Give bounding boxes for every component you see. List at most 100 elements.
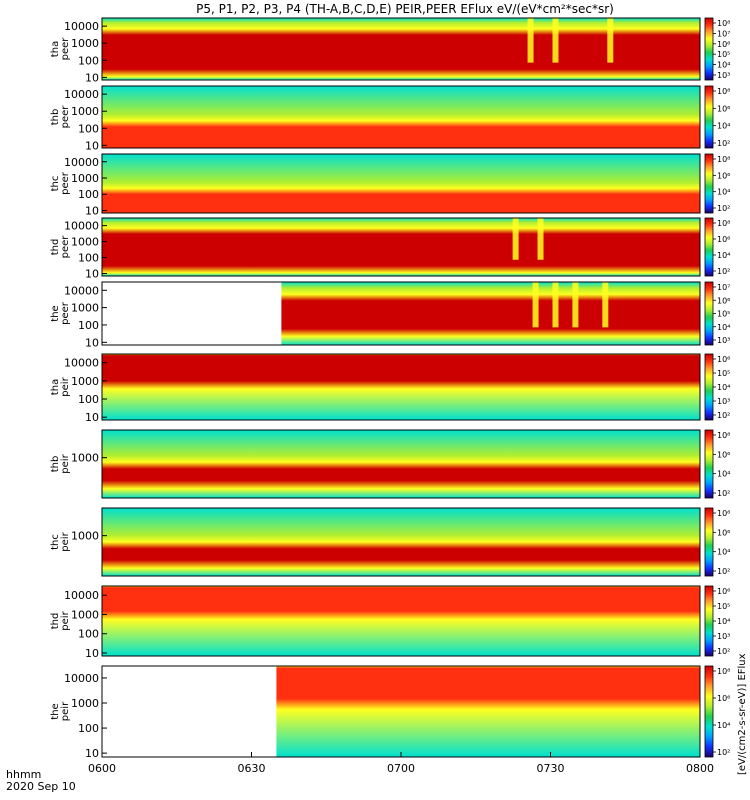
- y-tick-label: 1000: [71, 302, 99, 315]
- y-tick-label: 100: [78, 252, 99, 265]
- panel-ylabel: the: [50, 305, 61, 321]
- colorbar: [704, 585, 714, 657]
- colorbar-tick-label: 10⁶: [717, 235, 730, 244]
- x-unit-label: hhmm: [6, 768, 41, 781]
- panel-tha-peir: 10000 1000 100 10 tha peir 10⁶ 10⁵ 10⁴ 10³ 10²: [50, 353, 730, 424]
- panel-frame: [101, 429, 701, 499]
- colorbar-tick-label: 10²: [717, 267, 730, 276]
- y-tick-label: 100: [78, 188, 99, 201]
- y-tick-label: 10000: [64, 220, 99, 233]
- spectrogram: [102, 586, 700, 656]
- y-tick-label: 1000: [71, 105, 99, 118]
- colorbar-tick-label: 10⁸: [717, 19, 730, 28]
- colorbar-tick-label: 10⁴: [717, 188, 730, 197]
- panel-thd-peir: 10000 1000 100 10 thd peir 10⁶ 10⁵ 10⁴ 10³ 10²: [50, 585, 730, 660]
- colorbar-tick-label: 10³: [717, 397, 730, 406]
- y-tick-label: 10000: [64, 284, 99, 297]
- colorbar-tick-label: 10⁶: [717, 587, 730, 596]
- panel-frame: [101, 281, 701, 346]
- x-tick-label: 0800: [686, 762, 714, 775]
- panel-thb-peir: 1000 thb peir 10⁸ 10⁶ 10⁴ 10²: [50, 429, 730, 499]
- colorbar-tick-label: 10²: [717, 411, 730, 420]
- y-tick-label: 10: [85, 747, 99, 760]
- colorbar-tick-label: 10⁴: [717, 548, 730, 557]
- colorbar-tick-label: 10²: [717, 647, 730, 656]
- panel-ylabel: thb: [50, 109, 61, 126]
- y-tick-label: 10000: [64, 20, 99, 33]
- spectrogram: [102, 354, 700, 420]
- y-tick-label: 1000: [71, 37, 99, 50]
- y-tick-label: 1000: [71, 697, 99, 710]
- y-tick-label: 1000: [71, 236, 99, 249]
- colorbar-tick-label: 10⁴: [717, 61, 730, 70]
- spectrogram: [102, 154, 700, 213]
- x-date-label: 2020 Sep 10: [6, 780, 76, 793]
- colorbar: [704, 217, 714, 277]
- y-tick-label: 10: [85, 204, 99, 217]
- y-tick-label: 10000: [64, 589, 99, 602]
- time-axis: hhmm 2020 Sep 10 0600 0630 0700 0730 0800: [6, 752, 714, 793]
- colorbar-tick-label: 10²: [717, 139, 730, 148]
- panel-ylabel: thb: [50, 456, 61, 473]
- colorbar: [704, 281, 714, 346]
- y-tick-label: 10: [85, 71, 99, 84]
- colorbar-tick-label: 10³: [717, 632, 730, 641]
- panel-ylabel: peer: [60, 301, 71, 325]
- panel-thd-peer: 10000 1000 100 10 thd peer 10⁸ 10⁶ 10⁴ 10²: [50, 217, 730, 281]
- dropout-streak: [512, 218, 519, 260]
- colorbar-tick-label: 10⁴: [717, 617, 730, 626]
- panel-ylabel: peer: [60, 37, 71, 61]
- y-tick-label: 100: [78, 319, 99, 332]
- panel-ylabel: peir: [60, 701, 71, 721]
- colorbar-tick-label: 10²: [717, 748, 730, 757]
- colorbar-tick-label: 10⁸: [717, 667, 730, 676]
- panel-frame: [101, 585, 701, 657]
- spectrogram: [276, 666, 700, 757]
- panel-frame: [101, 153, 701, 214]
- y-tick-label: 1000: [71, 375, 99, 388]
- y-tick-label: 1000: [71, 530, 99, 543]
- panel-frame: [101, 217, 701, 277]
- colorbar-tick-label: 10²: [717, 489, 730, 498]
- y-tick-label: 10: [85, 647, 99, 660]
- colorbar-tick-label: 10⁴: [717, 251, 730, 260]
- colorbar-tick-label: 10⁵: [717, 602, 730, 611]
- panel-frame: [101, 17, 701, 81]
- colorbar-tick-label: 10⁶: [717, 450, 730, 459]
- colorbar: [704, 85, 714, 149]
- colorbar-tick-label: 10⁵: [717, 50, 730, 59]
- panel-ylabel: tha: [50, 41, 61, 57]
- panel-ylabel: peer: [60, 105, 71, 129]
- spectrogram: [102, 18, 700, 80]
- colorbar-tick-label: 10⁶: [717, 694, 730, 703]
- colorbar-tick-label: 10⁴: [717, 122, 730, 131]
- y-tick-label: 1000: [71, 452, 99, 465]
- panel-frame: [101, 507, 701, 577]
- spectrogram: [102, 508, 700, 576]
- panel-the-peir: 10000 1000 100 10 the peir 10⁸ 10⁶ 10⁴ 10²: [50, 665, 730, 760]
- colorbar-tick-label: 10⁴: [717, 721, 730, 730]
- spectrogram: [102, 430, 700, 498]
- colorbar-tick-label: 10⁶: [717, 40, 730, 49]
- colorbar-tick-label: 10³: [717, 71, 730, 80]
- panel-ylabel: peir: [60, 531, 71, 551]
- colorbar-tick-label: 10³: [717, 336, 730, 345]
- dropout-streak: [552, 282, 559, 328]
- x-tick-label: 0700: [387, 762, 415, 775]
- panel-the-peer: 10000 1000 100 10 the peer 10⁷ 10⁶ 10⁵ 10⁴ 10³: [50, 281, 730, 349]
- colorbar-tick-label: 10⁵: [717, 369, 730, 378]
- y-tick-label: 10: [85, 411, 99, 424]
- y-tick-label: 100: [78, 393, 99, 406]
- panel-frame: [101, 85, 701, 149]
- colorbar-tick-label: 10⁴: [717, 383, 730, 392]
- y-tick-label: 10000: [64, 357, 99, 370]
- y-tick-label: 10: [85, 268, 99, 281]
- colorbar-tick-label: 10⁶: [717, 528, 730, 537]
- colorbar-tick-label: 10²: [717, 204, 730, 213]
- colorbar: [704, 665, 714, 758]
- dropout-streak: [552, 18, 559, 63]
- y-tick-label: 10000: [64, 88, 99, 101]
